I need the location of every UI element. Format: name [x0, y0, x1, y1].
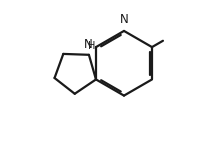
Text: N: N	[84, 38, 93, 51]
Text: H: H	[88, 41, 96, 51]
Text: N: N	[120, 13, 128, 26]
